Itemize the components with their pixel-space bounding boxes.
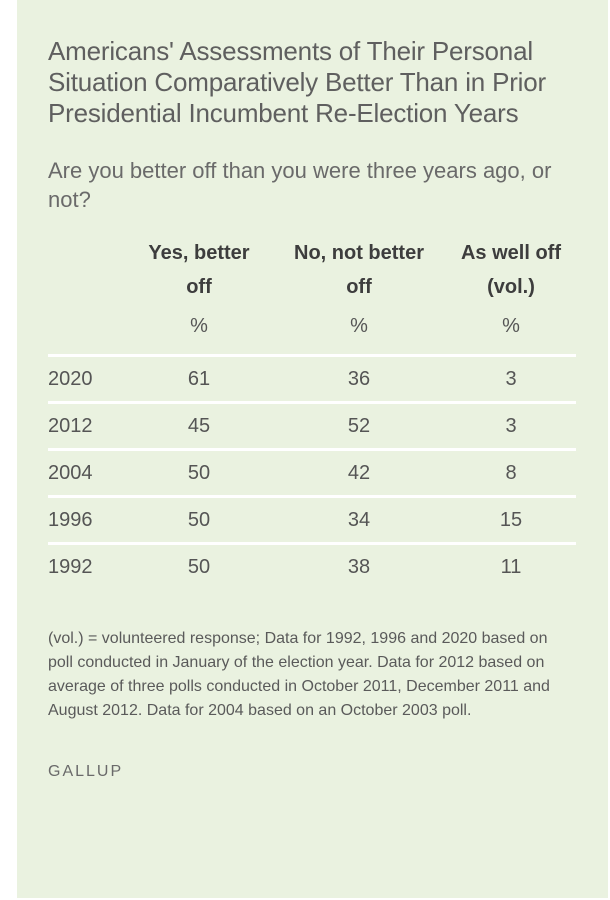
header-line: No, not better [294, 242, 424, 264]
unit-cell: % [502, 314, 520, 337]
as-well-cell: 8 [446, 448, 576, 497]
table-row: 2012 45 52 3 [48, 401, 576, 450]
yes-cell: 45 [126, 401, 272, 450]
unit-cell: % [350, 314, 368, 337]
year-cell: 2012 [48, 401, 126, 450]
year-cell: 1992 [48, 542, 126, 589]
yes-cell: 50 [126, 542, 272, 589]
header-as-well-off: As well off (vol.) [446, 236, 576, 304]
header-line: off [186, 276, 212, 298]
unit-cell: % [190, 314, 208, 337]
table-row: 2020 61 36 3 [48, 354, 576, 403]
survey-question: Are you better off than you were three y… [48, 158, 552, 212]
as-well-cell: 3 [446, 354, 576, 403]
yes-cell: 50 [126, 448, 272, 497]
no-cell: 52 [272, 401, 446, 450]
header-line: As well off [460, 242, 561, 264]
table-header-row: Yes, better off No, not better off As we… [48, 236, 576, 304]
year-cell: 2004 [48, 448, 126, 497]
no-cell: 38 [272, 542, 446, 589]
chart-card: Americans' Assessments of Their Personal… [17, 0, 608, 898]
card-title: Americans' Assessments of Their Personal… [48, 36, 546, 128]
header-yes-better-off: Yes, better off [126, 236, 272, 304]
as-well-cell: 3 [446, 401, 576, 450]
year-cell: 1996 [48, 495, 126, 544]
year-cell: 2020 [48, 354, 126, 403]
unit-cell [48, 304, 126, 356]
table-row: 1992 50 38 11 [48, 542, 576, 589]
header-no-not-better-off: No, not better off [272, 236, 446, 304]
header-line: (vol.) [487, 276, 535, 298]
table-row: 2004 50 42 8 [48, 448, 576, 497]
no-cell: 34 [272, 495, 446, 544]
table-row: 1996 50 34 15 [48, 495, 576, 544]
yes-cell: 50 [126, 495, 272, 544]
as-well-cell: 15 [446, 495, 576, 544]
yes-cell: 61 [126, 354, 272, 403]
results-table: Yes, better off No, not better off As we… [48, 236, 576, 589]
header-line: off [346, 276, 372, 298]
no-cell: 42 [272, 448, 446, 497]
header-year [48, 236, 126, 304]
footnote: (vol.) = volunteered response; Data for … [48, 630, 550, 719]
unit-row: % % % [48, 304, 576, 356]
no-cell: 36 [272, 354, 446, 403]
as-well-cell: 11 [446, 542, 576, 589]
header-line: Yes, better [148, 242, 250, 264]
brand-label: GALLUP [48, 763, 124, 780]
